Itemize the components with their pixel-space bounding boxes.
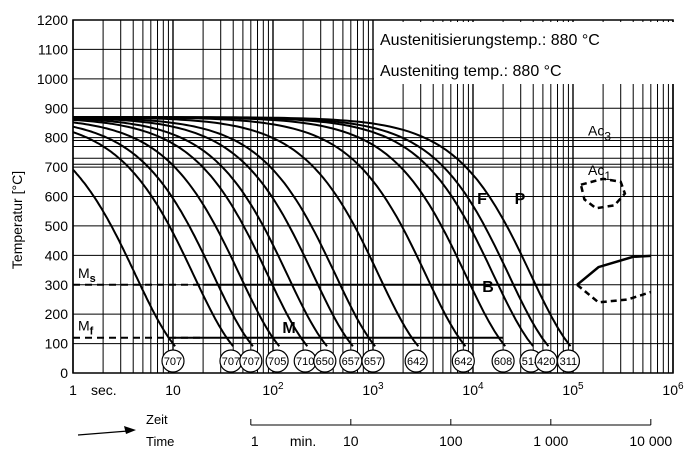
minutes-tick-label: 1 000 (533, 433, 568, 449)
hardness-label: 710 (296, 356, 314, 368)
cooling-curve (72, 117, 328, 347)
hardness-circle (556, 349, 581, 373)
hardness-label: 707 (242, 356, 260, 368)
x-axis-title-de: Zeit (146, 412, 168, 427)
cooling-curve (72, 118, 309, 347)
y-tick-label: 100 (45, 336, 69, 352)
cooling-curve (73, 116, 572, 347)
y-tick-label: 1000 (37, 71, 68, 87)
zone-label-b: B (482, 279, 494, 296)
hardness-circle (451, 349, 475, 373)
hardness-circle (313, 349, 337, 373)
hardness-circle (265, 349, 289, 373)
minutes-tick-label: 10 (343, 433, 359, 449)
x-tick-label: 106 (662, 381, 684, 398)
hardness-circle (239, 349, 263, 373)
info-box: Austenitisierungstemp.: 880 °C Austeniti… (374, 22, 679, 84)
transformation-zones (576, 177, 652, 304)
hardness-label: 707 (222, 356, 240, 368)
x-tick-label: 102 (262, 381, 284, 398)
zone-label-f: F (477, 191, 487, 208)
minutes-tick-label: 10 000 (629, 433, 672, 449)
y-axis-title: Temperatur [°C] (9, 171, 25, 269)
y-tick-label: 0 (60, 365, 68, 381)
hardness-circle (491, 349, 515, 373)
hardness-label: 608 (494, 356, 512, 368)
x-tick-label: 10 (165, 382, 181, 398)
x-tick-label: 103 (362, 381, 384, 398)
cooling-curve (73, 116, 376, 347)
time-arrow-icon (77, 426, 136, 436)
plot-frame (72, 19, 674, 374)
x-tick-label: 104 (462, 381, 484, 398)
hardness-label: 642 (454, 356, 472, 368)
hardness-circle (404, 349, 428, 373)
cooling-curves (72, 116, 572, 347)
cooling-curve (72, 125, 254, 347)
cooling-curve (72, 131, 234, 347)
hardness-circle (361, 349, 385, 373)
ferrite-pearlite-zone (579, 177, 627, 210)
mf-line-label: Mf (78, 318, 94, 338)
hardness-circle (161, 349, 185, 373)
info-line-1: Austenitisierungstemp.: 880 °C (380, 32, 600, 49)
ms-line-label: Ms (78, 265, 96, 285)
y-tick-label: 300 (45, 277, 69, 293)
x-tick-label: 1 (69, 382, 77, 398)
x-unit-label: sec. (91, 382, 117, 398)
y-tick-label: 600 (45, 189, 69, 205)
zone-label-m: M (282, 320, 295, 337)
hardness-label: 642 (407, 356, 425, 368)
x-tick-label: 105 (562, 381, 584, 398)
y-tick-label: 900 (45, 100, 69, 116)
minutes-unit-label: min. (290, 433, 316, 449)
hardness-label: 420 (537, 356, 555, 368)
cooling-curve (72, 121, 281, 347)
x-axis-title-en: Time (146, 434, 174, 449)
hardness-label: 657 (342, 356, 360, 368)
hardness-label: 657 (364, 356, 382, 368)
hardness-label: 705 (268, 356, 286, 368)
bainite-zone-end (576, 283, 652, 304)
cooling-curve (73, 116, 506, 347)
minutes-tick-label: 1 (251, 433, 259, 449)
critical-temp-label: Ac1 (588, 162, 611, 183)
y-tick-label: 500 (45, 218, 69, 234)
cooling-curve (73, 117, 354, 347)
y-tick-label: 200 (45, 306, 69, 322)
minutes-tick-label: 100 (439, 433, 463, 449)
cooling-curve (73, 116, 550, 347)
hardness-label: 707 (164, 356, 182, 368)
y-tick-label: 400 (45, 247, 69, 263)
hardness-label: 650 (316, 356, 334, 368)
y-tick-label: 700 (45, 159, 69, 175)
y-tick-label: 800 (45, 130, 69, 146)
bainite-zone-start (576, 254, 651, 286)
y-tick-label: 1200 (37, 12, 68, 28)
y-tick-label: 1100 (38, 41, 68, 57)
hardness-label: 311 (560, 356, 578, 368)
info-line-2: Austeniting temp.: 880 °C (380, 63, 562, 80)
cooling-curve (72, 169, 176, 347)
zone-label-p: P (515, 191, 526, 208)
